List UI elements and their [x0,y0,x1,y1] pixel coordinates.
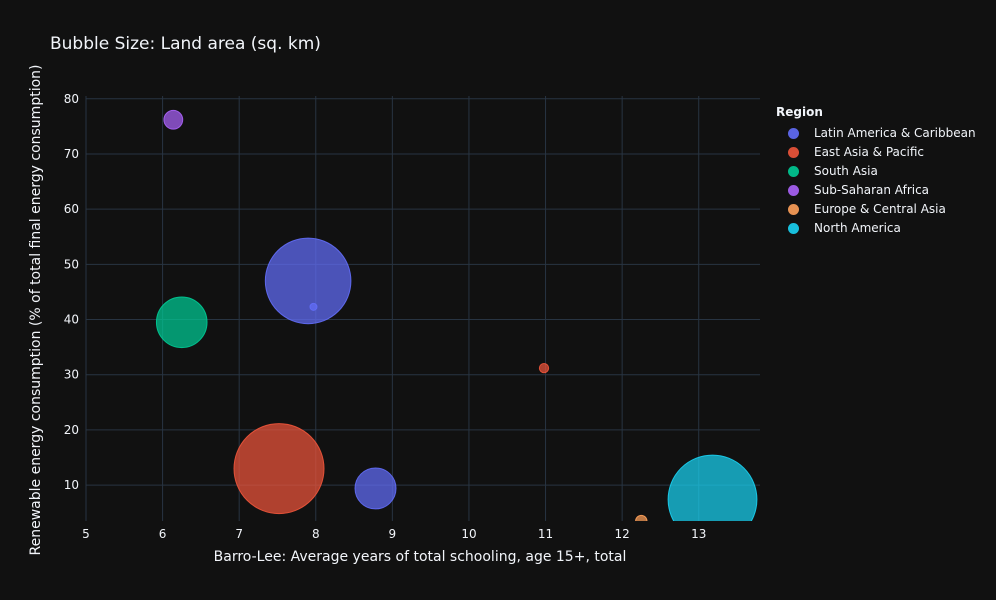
bubble-europe-central-asia[interactable] [635,514,648,526]
legend-item[interactable]: Sub-Saharan Africa [776,181,976,200]
bubble-east-asia-pacific[interactable] [538,362,550,374]
legend-swatch [788,223,799,234]
bubble-latin-america-caribbean[interactable] [309,302,318,311]
bubble-sub-saharan-africa[interactable] [163,109,184,130]
legend-item[interactable]: Europe & Central Asia [776,200,976,219]
bubble-latin-america-caribbean[interactable] [354,467,397,510]
x-tick-label: 9 [389,527,397,541]
legend-swatch [788,128,799,139]
x-tick-label: 6 [159,527,167,541]
y-tick-label: 30 [64,368,79,382]
x-tick-labels: 5 6 7 8 9 10 11 12 13 [82,527,706,541]
y-tick-labels: 10 20 30 40 50 60 70 80 [64,92,79,492]
bubble-latin-america-caribbean[interactable] [264,237,352,325]
x-tick-label: 8 [312,527,320,541]
bubble-east-asia-pacific[interactable] [233,423,325,515]
bubble-south-asia[interactable] [155,296,208,349]
x-tick-label: 11 [538,527,553,541]
legend-label: South Asia [814,164,878,178]
x-tick-label: 10 [461,527,476,541]
bubbles [155,109,758,544]
y-tick-label: 10 [64,478,79,492]
legend-title: Region [776,105,823,119]
x-tick-label: 7 [235,527,243,541]
legend-item[interactable]: South Asia [776,162,976,181]
legend-swatch [788,166,799,177]
y-tick-label: 50 [64,257,79,271]
x-tick-label: 5 [82,527,90,541]
legend-swatch [788,185,799,196]
x-axis-title: Barro-Lee: Average years of total school… [214,549,627,565]
y-tick-label: 80 [64,92,79,106]
y-tick-label: 20 [64,423,79,437]
chart-title: Bubble Size: Land area (sq. km) [50,34,321,54]
legend-swatch [788,204,799,215]
legend-item[interactable]: Latin America & Caribbean [776,124,976,143]
legend-swatch [788,147,799,158]
y-axis-title: Renewable energy consumption (% of total… [28,65,44,556]
legend-label: Europe & Central Asia [814,202,946,216]
legend-item[interactable]: East Asia & Pacific [776,143,976,162]
x-tick-label: 13 [691,527,706,541]
legend: Region Latin America & Caribbean East Asi… [776,104,976,238]
legend-label: Latin America & Caribbean [814,126,976,140]
legend-label: Sub-Saharan Africa [814,183,930,197]
y-tick-label: 40 [64,313,79,327]
legend-item[interactable]: North America [776,219,976,238]
y-tick-label: 70 [64,147,79,161]
y-tick-label: 60 [64,202,79,216]
x-tick-label: 12 [614,527,629,541]
legend-label: North America [814,221,901,235]
legend-label: East Asia & Pacific [814,145,924,159]
bubble-north-america[interactable] [667,454,758,544]
